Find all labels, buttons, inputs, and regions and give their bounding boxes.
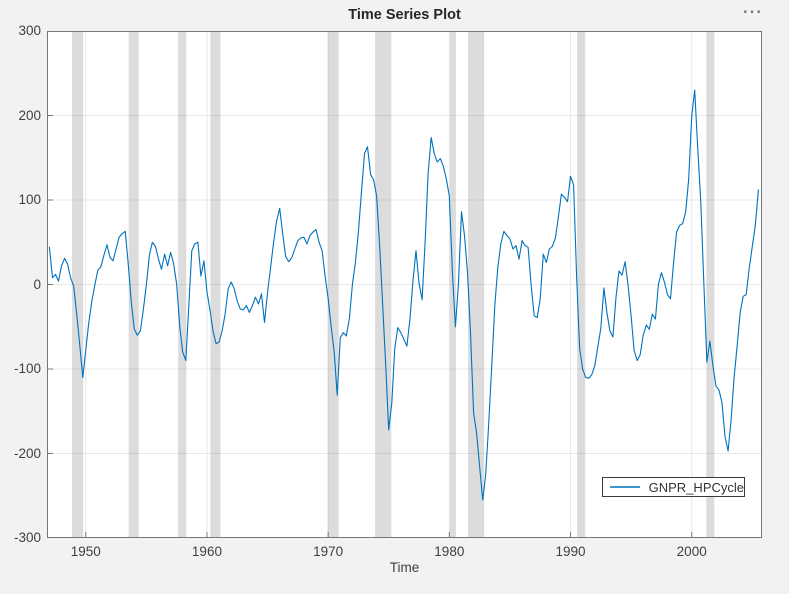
y-tick-label: -200 (13, 445, 41, 461)
y-tick-label: 0 (33, 276, 41, 292)
plot-title: Time Series Plot (348, 7, 461, 23)
x-axis-label: Time (389, 560, 420, 575)
y-tick-label: 200 (18, 107, 41, 123)
legend-label: GNPR_HPCycle (648, 479, 744, 495)
y-tick-label: -100 (13, 361, 41, 376)
x-tick-label: 1980 (434, 544, 465, 559)
x-tick-label: 1970 (313, 544, 344, 559)
figure-options-button[interactable]: ⋯ (742, 1, 763, 23)
y-tick-label: 300 (18, 23, 41, 38)
x-tick-label: 1990 (555, 544, 586, 559)
x-tick-label: 1960 (191, 544, 222, 559)
y-tick-label: -300 (13, 530, 41, 545)
legend[interactable]: GNPR_HPCycle (602, 477, 745, 497)
legend-line-sample (610, 486, 640, 488)
plot-area: GNPR_HPCycle (47, 31, 762, 538)
x-tick-label: 1950 (70, 544, 101, 559)
y-tick-label: 100 (18, 192, 41, 207)
plot-canvas (47, 31, 762, 538)
x-tick-label: 2000 (676, 544, 707, 559)
